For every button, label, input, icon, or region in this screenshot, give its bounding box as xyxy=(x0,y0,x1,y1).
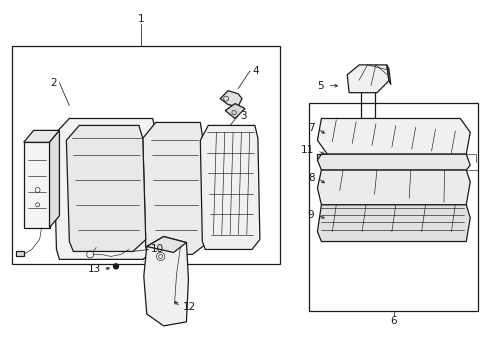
Text: 13: 13 xyxy=(88,264,101,274)
Text: 8: 8 xyxy=(307,173,314,183)
Text: 10: 10 xyxy=(150,244,163,255)
Text: 5: 5 xyxy=(316,81,323,91)
Polygon shape xyxy=(317,154,469,170)
Polygon shape xyxy=(53,118,158,260)
Polygon shape xyxy=(16,251,24,256)
Polygon shape xyxy=(317,170,469,205)
Polygon shape xyxy=(24,130,60,142)
Polygon shape xyxy=(220,91,242,107)
Polygon shape xyxy=(66,125,145,251)
Text: 7: 7 xyxy=(307,123,314,134)
Circle shape xyxy=(113,264,118,269)
Polygon shape xyxy=(317,118,469,154)
Polygon shape xyxy=(346,65,388,93)
Polygon shape xyxy=(224,104,244,118)
Polygon shape xyxy=(386,65,390,85)
Bar xyxy=(12,46,279,264)
Text: 11: 11 xyxy=(301,145,314,155)
Text: 9: 9 xyxy=(307,210,314,220)
Polygon shape xyxy=(146,237,186,252)
Text: 3: 3 xyxy=(240,111,246,121)
Bar xyxy=(309,103,477,311)
Text: 2: 2 xyxy=(50,78,56,88)
Polygon shape xyxy=(49,130,60,228)
Polygon shape xyxy=(317,205,469,242)
Text: 1: 1 xyxy=(137,14,144,24)
Polygon shape xyxy=(200,125,259,249)
Polygon shape xyxy=(24,142,49,228)
Polygon shape xyxy=(143,237,188,326)
Polygon shape xyxy=(317,154,326,160)
Text: 6: 6 xyxy=(390,316,396,326)
Text: 12: 12 xyxy=(182,302,195,312)
Text: 4: 4 xyxy=(251,66,258,76)
Polygon shape xyxy=(142,122,205,255)
